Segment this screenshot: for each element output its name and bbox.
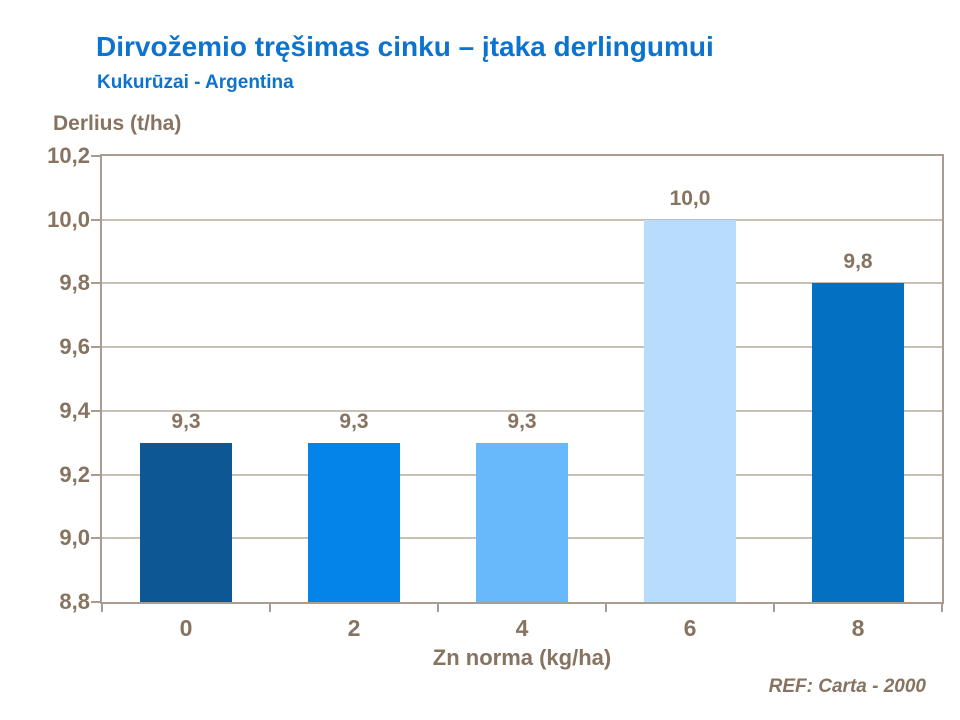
chart-title: Dirvožemio tręšimas cinku – įtaka derlin… xyxy=(96,31,714,62)
chart-subtitle: Kukurūzai - Argentina xyxy=(97,72,294,93)
y-axis-title: Derlius (t/ha) xyxy=(53,112,182,135)
x-tick-mark xyxy=(941,604,943,612)
reference-note: REF: Carta - 2000 xyxy=(768,676,926,697)
x-tick-label: 2 xyxy=(347,615,361,641)
x-tick-label: 0 xyxy=(179,615,193,641)
y-tick-label: 9,4 xyxy=(59,397,90,423)
bar xyxy=(140,442,232,602)
x-tick-mark xyxy=(269,604,271,612)
x-tick-mark xyxy=(605,604,607,612)
y-tick-label: 10,0 xyxy=(47,206,90,232)
bar xyxy=(812,283,904,602)
bar xyxy=(644,219,736,602)
y-tick-label: 9,2 xyxy=(59,461,90,487)
gridline xyxy=(102,409,942,412)
x-axis-title: Zn norma (kg/ha) xyxy=(432,645,612,670)
x-tick-mark xyxy=(437,604,439,612)
gridline xyxy=(102,218,942,221)
gridline xyxy=(102,282,942,285)
bar xyxy=(308,442,400,602)
gridline xyxy=(102,346,942,349)
y-tick-label: 9,6 xyxy=(59,334,90,360)
y-tick-label: 9,0 xyxy=(59,525,90,551)
bar xyxy=(476,442,568,602)
x-tick-mark xyxy=(101,604,103,612)
y-tick-label: 8,8 xyxy=(59,589,90,614)
x-tick-mark xyxy=(773,604,775,612)
plot-area xyxy=(100,154,944,604)
x-tick-label: 8 xyxy=(851,615,865,641)
y-tick-label: 10,2 xyxy=(47,143,90,168)
y-tick-label: 9,8 xyxy=(59,270,90,296)
x-tick-label: 6 xyxy=(683,615,697,641)
x-tick-label: 4 xyxy=(515,615,529,641)
